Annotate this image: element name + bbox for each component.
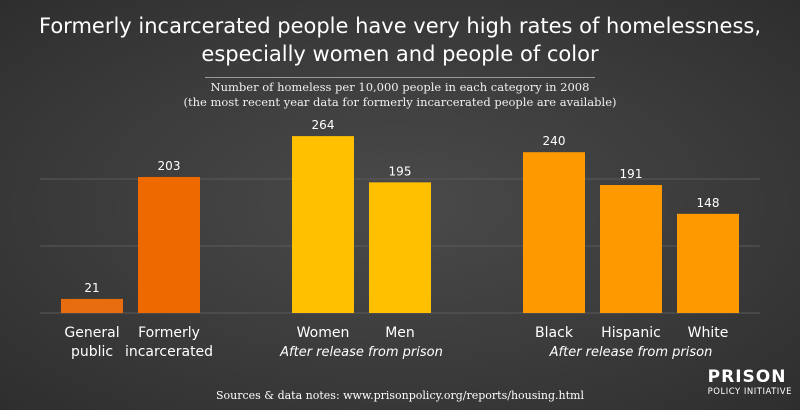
bar-women xyxy=(292,136,354,313)
chart-subtitle: Number of homeless per 10,000 people in … xyxy=(0,80,800,110)
bar-general-public xyxy=(61,298,123,313)
value-labels: 21 203 264 195 240 191 148 xyxy=(84,118,719,295)
group-labels: After release from prison After release f… xyxy=(279,345,712,360)
bar-men xyxy=(369,182,431,313)
value-label-white: 148 xyxy=(697,196,720,210)
group-label-2: After release from prison xyxy=(549,345,713,360)
value-label-men: 195 xyxy=(389,164,412,178)
value-label-formerly-incarcerated: 203 xyxy=(158,159,181,173)
category-label-general-public-1: General xyxy=(64,325,119,341)
category-label-white-1: White xyxy=(688,325,729,341)
category-label-general-public-2: public xyxy=(71,344,113,360)
value-label-hispanic: 191 xyxy=(620,167,643,181)
category-label-formerly-incarcerated-1: Formerly xyxy=(138,325,200,341)
group-label-1: After release from prison xyxy=(279,345,443,360)
category-label-hispanic-1: Hispanic xyxy=(601,325,661,341)
prison-policy-logo: PRISON POLICY INITIATIVE xyxy=(708,368,792,398)
category-label-formerly-incarcerated-2: incarcerated xyxy=(125,344,213,360)
sources-note: Sources & data notes: www.prisonpolicy.o… xyxy=(215,389,584,402)
chart-subtitle-line-2: (the most recent year data for formerly … xyxy=(183,95,617,109)
logo-bottom-text: POLICY INITIATIVE xyxy=(707,387,792,397)
value-label-women: 264 xyxy=(312,118,335,132)
chart-title-line-1: Formerly incarcerated people have very h… xyxy=(39,14,761,38)
bars xyxy=(61,136,739,313)
chart-title-line-2: especially women and people of color xyxy=(201,42,599,66)
value-label-general-public: 21 xyxy=(84,281,99,295)
subtitle-divider xyxy=(205,77,595,78)
bar-hispanic xyxy=(600,185,662,313)
chart-subtitle-line-1: Number of homeless per 10,000 people in … xyxy=(210,80,590,94)
category-label-men-1: Men xyxy=(385,325,415,341)
bar-white xyxy=(677,213,739,313)
category-label-black-1: Black xyxy=(535,325,574,341)
category-label-women-1: Women xyxy=(297,325,350,341)
category-labels: General public Formerly incarcerated Women Me… xyxy=(64,325,728,360)
chart-title: Formerly incarcerated people have very h… xyxy=(0,12,800,68)
bar-formerly-incarcerated xyxy=(138,176,200,313)
value-label-black: 240 xyxy=(543,134,566,148)
logo-top-text: PRISON xyxy=(707,367,787,387)
bar-black xyxy=(523,152,585,313)
